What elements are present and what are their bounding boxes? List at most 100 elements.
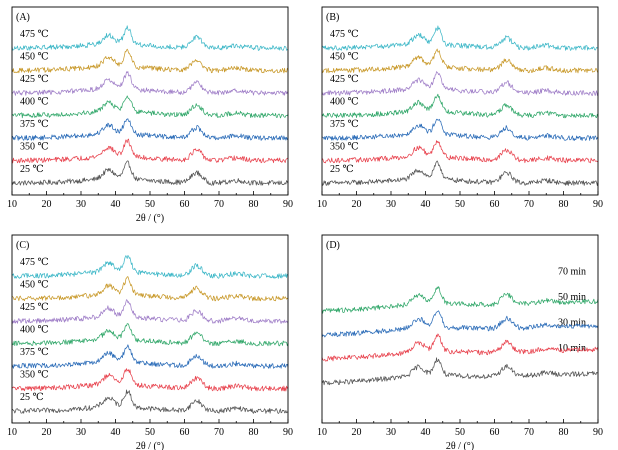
series-line-4 [11,95,289,119]
panel-label: (A) [16,12,30,23]
series-label: 475 ℃ [20,257,49,268]
series-label: 350 ℃ [20,142,49,153]
x-tick-label: 30 [76,199,86,210]
series-label: 450 ℃ [330,52,359,63]
series-line-7 [11,25,289,51]
series-line-2 [321,333,599,362]
series-line-3 [321,310,599,338]
x-tick-label: 90 [283,199,293,210]
panel-label: (D) [326,240,340,251]
series-line-2 [11,138,289,164]
series-label: 450 ℃ [20,52,49,63]
x-tick-label: 40 [111,199,121,210]
series-line-5 [321,71,599,96]
x-tick-label: 60 [180,427,190,438]
series-line-6 [321,48,599,74]
series-line-2 [11,368,289,392]
series-line-1 [11,160,289,186]
x-tick-label: 30 [76,427,86,438]
series-label: 25 ℃ [20,164,44,175]
x-tick-label: 20 [42,427,52,438]
x-tick-label: 40 [421,199,431,210]
x-tick-label: 60 [490,199,500,210]
series-label: 375 ℃ [330,119,359,130]
x-tick-label: 60 [180,199,190,210]
x-tick-label: 80 [559,427,569,438]
x-tick-label: 20 [352,427,362,438]
series-line-2 [321,140,599,164]
series-line-3 [11,344,289,369]
series-line-3 [11,118,289,141]
series-label: 375 ℃ [20,119,49,130]
x-tick-label: 50 [145,427,155,438]
x-tick-label: 50 [455,199,465,210]
series-label: 70 min [558,267,586,278]
series-label: 375 ℃ [20,347,49,358]
series-line-4 [321,286,599,314]
series-line-3 [321,118,599,141]
x-tick-label: 80 [249,427,259,438]
x-tick-label: 90 [593,199,603,210]
plot-frame [11,234,289,424]
series-line-6 [11,48,289,74]
x-tick-label: 90 [593,427,603,438]
series-label: 400 ℃ [20,325,49,336]
series-label: 475 ℃ [330,29,359,40]
x-tick-label: 30 [386,427,396,438]
series-label: 425 ℃ [20,302,49,313]
series-label: 475 ℃ [20,29,49,40]
series-line-1 [11,389,288,414]
x-tick-label: 50 [455,427,465,438]
series-label: 425 ℃ [330,74,359,85]
plot-frame [11,6,289,196]
x-tick-label: 50 [145,199,155,210]
x-tick-label: 70 [214,199,224,210]
series-label: 50 min [558,292,586,303]
x-tick-label: 10 [317,199,327,210]
x-axis-title: 2θ / (°) [136,441,164,450]
x-tick-label: 70 [524,199,534,210]
x-tick-label: 40 [421,427,431,438]
x-axis-title: 2θ / (°) [136,213,164,224]
series-label: 450 ℃ [20,280,49,291]
series-line-7 [321,25,599,51]
series-label: 425 ℃ [20,74,49,85]
series-label: 30 min [558,318,586,329]
x-tick-label: 90 [283,427,293,438]
series-line-1 [321,160,599,186]
series-label: 400 ℃ [330,97,359,108]
x-tick-label: 10 [7,199,17,210]
x-tick-label: 80 [249,199,259,210]
chart-panel-1: 25 ℃ 350 ℃ 375 ℃ 400 ℃ 425 ℃ 450 ℃ 475 ℃ 10 20 30… [7,6,293,224]
series-label: 25 ℃ [330,164,354,175]
series-line-6 [11,276,289,302]
series-label: 350 ℃ [330,142,359,153]
x-axis-title: 2θ / (°) [446,441,474,450]
x-tick-label: 80 [559,199,569,210]
series-line-5 [11,71,289,96]
panel-label: (C) [16,240,29,251]
x-tick-label: 20 [42,199,52,210]
series-line-4 [321,93,599,119]
x-tick-label: 60 [490,427,500,438]
series-label: 350 ℃ [20,370,49,381]
panel-label: (B) [326,12,339,23]
chart-panel-3: 25 ℃ 350 ℃ 375 ℃ 400 ℃ 425 ℃ 450 ℃ 475 ℃ 10 20 30… [7,234,293,450]
series-line-1 [321,357,599,386]
chart-panel-2: 25 ℃ 350 ℃ 375 ℃ 400 ℃ 425 ℃ 450 ℃ 475 ℃ 10 20 30… [317,6,603,210]
plot-frame [321,234,599,424]
series-line-5 [11,299,289,324]
x-tick-label: 10 [7,427,17,438]
plot-frame [321,6,599,196]
series-line-4 [11,323,289,347]
x-tick-label: 30 [386,199,396,210]
series-label: 25 ℃ [20,392,44,403]
x-tick-label: 10 [317,427,327,438]
series-label: 400 ℃ [20,97,49,108]
x-tick-label: 70 [214,427,224,438]
x-tick-label: 40 [111,427,121,438]
x-tick-label: 70 [524,427,534,438]
x-tick-label: 20 [352,199,362,210]
